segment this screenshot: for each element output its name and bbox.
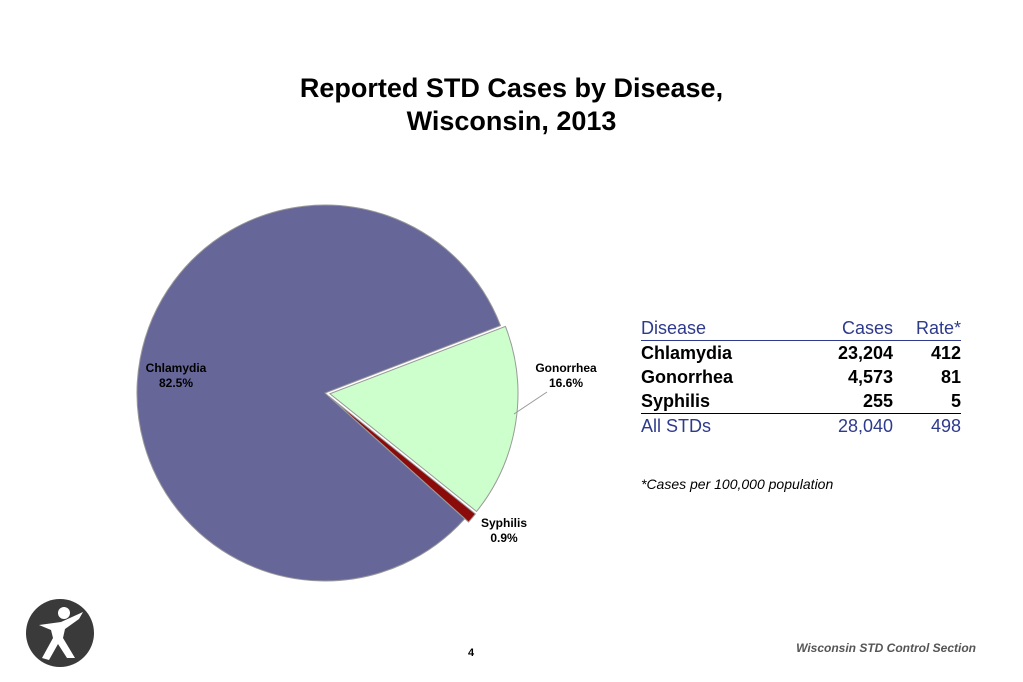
row-rate: 412 bbox=[930, 343, 961, 363]
chart-title-line-1: Reported STD Cases by Disease, bbox=[299, 73, 724, 103]
organization-name: Wisconsin STD Control Section bbox=[796, 641, 976, 655]
table-row: Gonorrhea 4,573 81 bbox=[641, 365, 961, 389]
page-number: 4 bbox=[468, 647, 475, 659]
cases-table: Disease Cases Rate* Chlamydia 23,204 412… bbox=[641, 316, 961, 438]
slice-label-chlamydia: Chlamydia bbox=[146, 361, 207, 375]
row-cases: 23,204 bbox=[837, 343, 893, 363]
chart-title-line-2: Wisconsin, 2013 bbox=[406, 106, 617, 136]
header-disease: Disease bbox=[641, 316, 811, 341]
table-row: Chlamydia 23,204 412 bbox=[641, 341, 961, 366]
pie-slice-chlamydia bbox=[136, 204, 502, 582]
table-row: Syphilis 255 5 bbox=[641, 389, 961, 414]
slice-label-syphilis: Syphilis bbox=[481, 516, 527, 530]
leader-line-gonorrhea bbox=[513, 391, 548, 415]
person-logo-icon bbox=[26, 599, 94, 667]
slice-label-gonorrhea: Gonorrhea bbox=[535, 361, 597, 375]
row-disease: Chlamydia bbox=[641, 343, 733, 363]
total-disease: All STDs bbox=[641, 416, 712, 436]
slice-percent-syphilis: 0.9% bbox=[490, 531, 518, 545]
footnote: *Cases per 100,000 population bbox=[641, 476, 834, 492]
total-rate: 498 bbox=[930, 416, 961, 436]
row-rate: 81 bbox=[940, 367, 961, 387]
pie-slice-gonorrhea bbox=[328, 325, 519, 513]
table-header-row: Disease Cases Rate* bbox=[641, 316, 961, 341]
chart-title: Reported STD Cases by Disease, Wisconsin… bbox=[0, 72, 1023, 138]
row-disease: Syphilis bbox=[641, 389, 811, 414]
pie-slice-syphilis bbox=[328, 395, 477, 523]
row-rate: 5 bbox=[893, 389, 961, 414]
total-cases: 28,040 bbox=[837, 416, 893, 436]
header-cases: Cases bbox=[811, 316, 893, 341]
row-disease: Gonorrhea bbox=[641, 367, 734, 387]
table-total-row: All STDs 28,040 498 bbox=[641, 414, 961, 439]
row-cases: 4,573 bbox=[847, 367, 893, 387]
slice-percent-chlamydia: 82.5% bbox=[159, 376, 193, 390]
row-cases: 255 bbox=[811, 389, 893, 414]
slice-percent-gonorrhea: 16.6% bbox=[549, 376, 583, 390]
header-rate: Rate* bbox=[893, 316, 961, 341]
